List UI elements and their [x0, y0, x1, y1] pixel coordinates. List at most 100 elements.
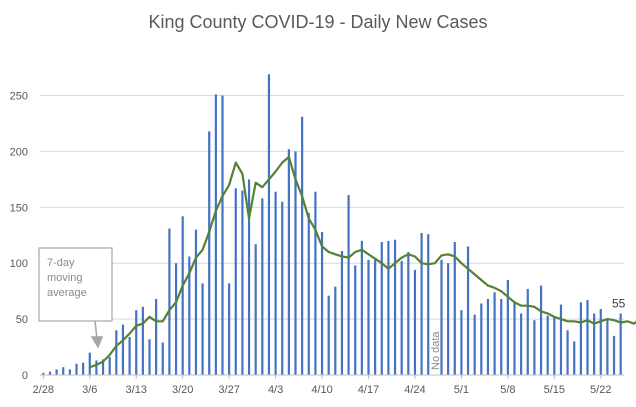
- x-tick-label: 5/15: [544, 384, 565, 396]
- bar-day-32: [254, 244, 257, 375]
- daily-cases-bars: [42, 74, 622, 376]
- y-tick-label: 0: [22, 370, 28, 382]
- bar-day-43: [327, 295, 330, 375]
- bar-day-54: [400, 260, 403, 375]
- bar-day-14: [135, 310, 138, 375]
- bar-day-30: [241, 190, 244, 375]
- bar-day-9: [101, 359, 105, 375]
- bar-day-55: [407, 252, 410, 375]
- callout-arrow-shaft: [94, 320, 98, 340]
- bar-day-58: [427, 234, 430, 375]
- moving-average-line: [89, 155, 636, 369]
- bar-day-67: [486, 298, 490, 375]
- chart-title: King County COVID-19 - Daily New Cases: [148, 12, 487, 32]
- bar-day-31: [247, 179, 251, 375]
- bar-day-19: [168, 228, 171, 375]
- x-tick-label: 5/8: [500, 384, 515, 396]
- bar-day-22: [188, 256, 191, 375]
- bar-day-81: [579, 302, 582, 375]
- no-data-label: No data: [430, 331, 442, 370]
- bar-day-47: [354, 265, 357, 375]
- bar-day-50: [374, 259, 377, 375]
- bar-day-69: [500, 298, 503, 375]
- x-tick-label: 3/20: [172, 384, 193, 396]
- bar-day-74: [533, 320, 536, 375]
- bar-day-11: [115, 330, 118, 375]
- bar-day-64: [466, 246, 470, 375]
- bar-day-57: [420, 233, 423, 375]
- bar-day-66: [480, 303, 483, 375]
- bar-day-8: [95, 360, 98, 375]
- x-tick-label: 5/22: [590, 384, 611, 396]
- bar-day-48: [360, 240, 363, 375]
- x-tick-label: 4/17: [358, 384, 379, 396]
- bar-day-75: [539, 285, 543, 375]
- bar-day-10: [108, 357, 111, 375]
- bar-day-27: [221, 95, 224, 376]
- bar-day-82: [586, 300, 589, 375]
- bar-day-36: [281, 201, 284, 375]
- bar-day-65: [473, 314, 476, 375]
- x-tick-label: 4/10: [311, 384, 332, 396]
- x-tick-label: 3/13: [126, 384, 147, 396]
- bar-day-18: [161, 342, 164, 375]
- bar-day-16: [148, 339, 151, 375]
- bar-day-3: [62, 367, 65, 375]
- bar-day-13: [128, 336, 131, 375]
- bar-day-86: [612, 335, 616, 375]
- bar-day-15: [141, 306, 144, 375]
- bar-day-87: [619, 313, 622, 375]
- bar-day-41: [314, 191, 317, 375]
- x-tick-label: 3/6: [82, 384, 97, 396]
- bar-day-71: [513, 301, 516, 375]
- x-tick-label: 4/24: [404, 384, 425, 396]
- x-tick-label: 4/3: [268, 384, 283, 396]
- bar-day-38: [294, 151, 297, 375]
- bar-day-17: [155, 298, 158, 375]
- bar-day-25: [208, 131, 211, 375]
- bar-day-85: [606, 319, 609, 375]
- bar-day-77: [553, 316, 556, 375]
- bar-day-45: [340, 250, 344, 375]
- callout-box: [38, 247, 113, 322]
- x-tick-label: 3/27: [218, 384, 239, 396]
- bar-day-1: [48, 371, 52, 375]
- bar-day-6: [82, 362, 85, 375]
- bar-day-39: [301, 116, 304, 376]
- bar-day-84: [599, 309, 602, 375]
- y-tick-label: 50: [16, 314, 28, 326]
- x-tick-label: 2/28: [33, 384, 54, 396]
- bar-day-68: [493, 292, 496, 375]
- bar-day-49: [367, 259, 370, 375]
- callout-arrow-head: [90, 336, 104, 349]
- x-tick-label: 5/1: [454, 384, 469, 396]
- bar-day-2: [55, 369, 58, 375]
- bar-day-83: [593, 313, 596, 375]
- bar-day-35: [274, 191, 277, 375]
- bar-day-80: [573, 341, 576, 375]
- callout-line-3: average: [47, 287, 87, 299]
- bar-day-21: [181, 216, 184, 375]
- bar-day-4: [68, 369, 71, 375]
- bar-day-60: [440, 259, 443, 375]
- bar-day-51: [380, 241, 383, 375]
- bar-day-24: [201, 283, 204, 375]
- bar-day-7: [88, 352, 91, 375]
- bar-day-5: [75, 363, 78, 375]
- bar-day-37: [287, 149, 290, 375]
- bar-day-46: [347, 195, 350, 375]
- bar-day-56: [413, 269, 417, 375]
- bar-day-33: [261, 198, 264, 375]
- bar-day-53: [393, 239, 397, 375]
- bar-day-63: [460, 310, 463, 375]
- y-axis-tick-labels: 0 50 100 150 200 250: [10, 91, 28, 382]
- callout-line-2: moving: [47, 272, 82, 284]
- y-tick-label: 250: [10, 91, 28, 103]
- callout-text: 7-day moving average: [47, 257, 87, 299]
- bar-day-34: [267, 74, 271, 376]
- bar-day-78: [559, 304, 563, 375]
- bar-day-0: [42, 372, 45, 375]
- bar-day-29: [234, 188, 237, 375]
- bar-day-42: [320, 231, 324, 375]
